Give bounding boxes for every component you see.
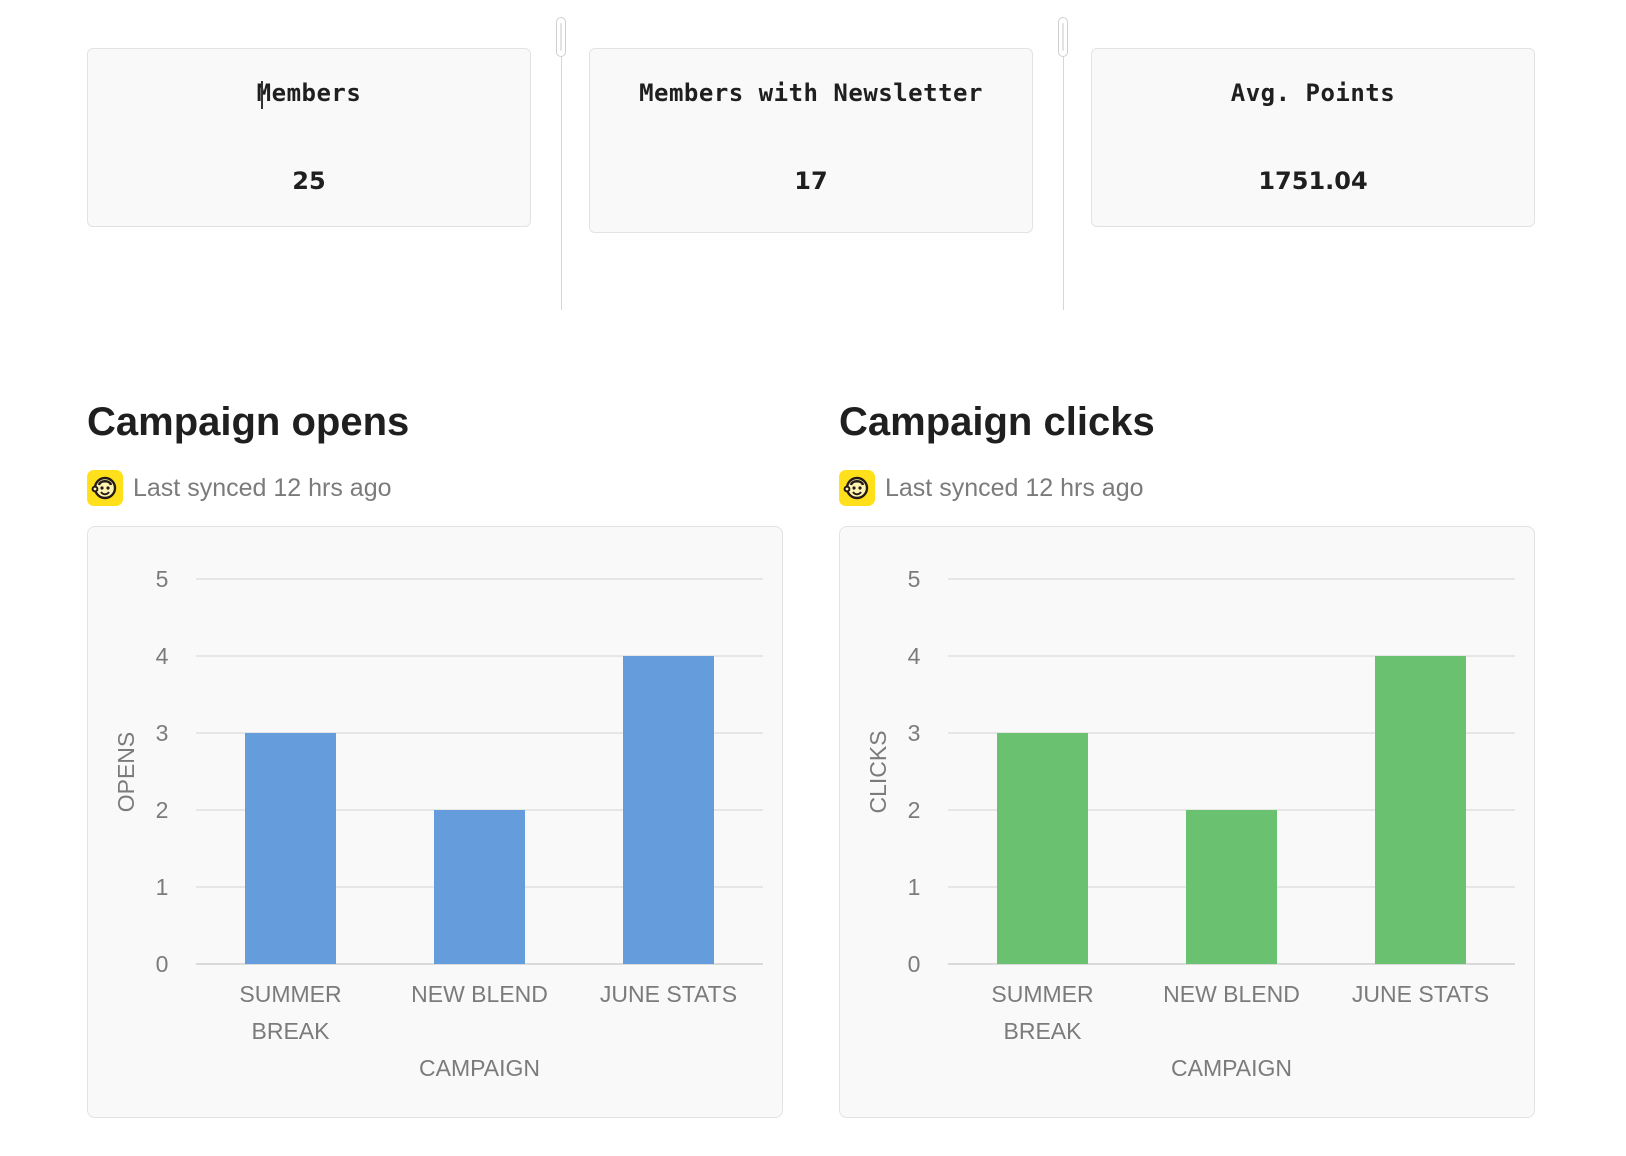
x-tick-label: BREAK (1004, 1018, 1083, 1044)
x-tick-label: NEW BLEND (411, 981, 548, 1007)
y-tick-label: 1 (908, 874, 921, 900)
y-tick-label: 2 (908, 797, 921, 823)
bar[interactable] (623, 656, 714, 964)
column-divider (1063, 55, 1064, 310)
stat-value: 1751.04 (1258, 167, 1368, 195)
y-tick-label: 1 (156, 874, 169, 900)
chart-title-clicks: Campaign clicks (839, 400, 1155, 444)
last-synced-text: Last synced 12 hrs ago (133, 473, 392, 502)
sync-status-clicks: Last synced 12 hrs ago (839, 470, 1144, 506)
y-tick-label: 2 (156, 797, 169, 823)
bar-chart-1: 0 1 2 3 4 5 SUMMER BREAK NEW BLEND JUNE STATS CAMP… (865, 566, 1515, 1081)
mailchimp-icon (839, 470, 875, 506)
text-cursor (261, 81, 263, 109)
stat-label: Members (256, 79, 362, 107)
x-tick-label: SUMMER (991, 981, 1093, 1007)
stat-value: 17 (794, 167, 828, 195)
mailchimp-icon (87, 470, 123, 506)
y-tick-label: 3 (908, 720, 921, 746)
chart-card-clicks: 0 1 2 3 4 5 SUMMER BREAK NEW BLEND JUNE STATS CAMP… (839, 526, 1535, 1118)
x-tick-label: BREAK (252, 1018, 331, 1044)
bar[interactable] (1186, 810, 1277, 964)
bar[interactable] (434, 810, 525, 964)
y-tick-label: 5 (156, 566, 169, 592)
stat-card-avg-points: Avg. Points 1751.04 (1091, 48, 1535, 227)
y-tick-label: 4 (908, 643, 921, 669)
y-tick-label: 0 (908, 951, 921, 977)
y-tick-label: 4 (156, 643, 169, 669)
x-axis-title: CAMPAIGN (419, 1055, 540, 1081)
y-axis-title: OPENS (113, 732, 139, 813)
stat-card-members-with-newsletter: Members with Newsletter 17 (589, 48, 1033, 233)
bar[interactable] (245, 733, 336, 964)
stat-value: 25 (292, 167, 326, 195)
sync-status-opens: Last synced 12 hrs ago (87, 470, 392, 506)
column-resize-handle[interactable] (556, 17, 566, 57)
column-divider (561, 55, 562, 310)
y-tick-label: 0 (156, 951, 169, 977)
bar[interactable] (997, 733, 1088, 964)
x-tick-label: SUMMER (239, 981, 341, 1007)
chart-card-opens: 0 1 2 3 4 5 SUMMER BREAK NEW BLEND JUNE STATS CAMP… (87, 526, 783, 1118)
bar[interactable] (1375, 656, 1466, 964)
y-tick-label: 5 (908, 566, 921, 592)
x-tick-label: JUNE STATS (1352, 981, 1489, 1007)
x-tick-label: NEW BLEND (1163, 981, 1300, 1007)
y-tick-label: 3 (156, 720, 169, 746)
x-tick-label: JUNE STATS (600, 981, 737, 1007)
last-synced-text: Last synced 12 hrs ago (885, 473, 1144, 502)
chart-title-opens: Campaign opens (87, 400, 410, 444)
bar-chart-0: 0 1 2 3 4 5 SUMMER BREAK NEW BLEND JUNE STATS CAMP… (113, 566, 763, 1081)
stat-label: Members with Newsletter (639, 79, 983, 107)
stat-card-members: Members 25 (87, 48, 531, 227)
column-resize-handle[interactable] (1058, 17, 1068, 57)
y-axis-title: CLICKS (865, 730, 891, 813)
stat-label: Avg. Points (1230, 79, 1396, 107)
x-axis-title: CAMPAIGN (1171, 1055, 1292, 1081)
